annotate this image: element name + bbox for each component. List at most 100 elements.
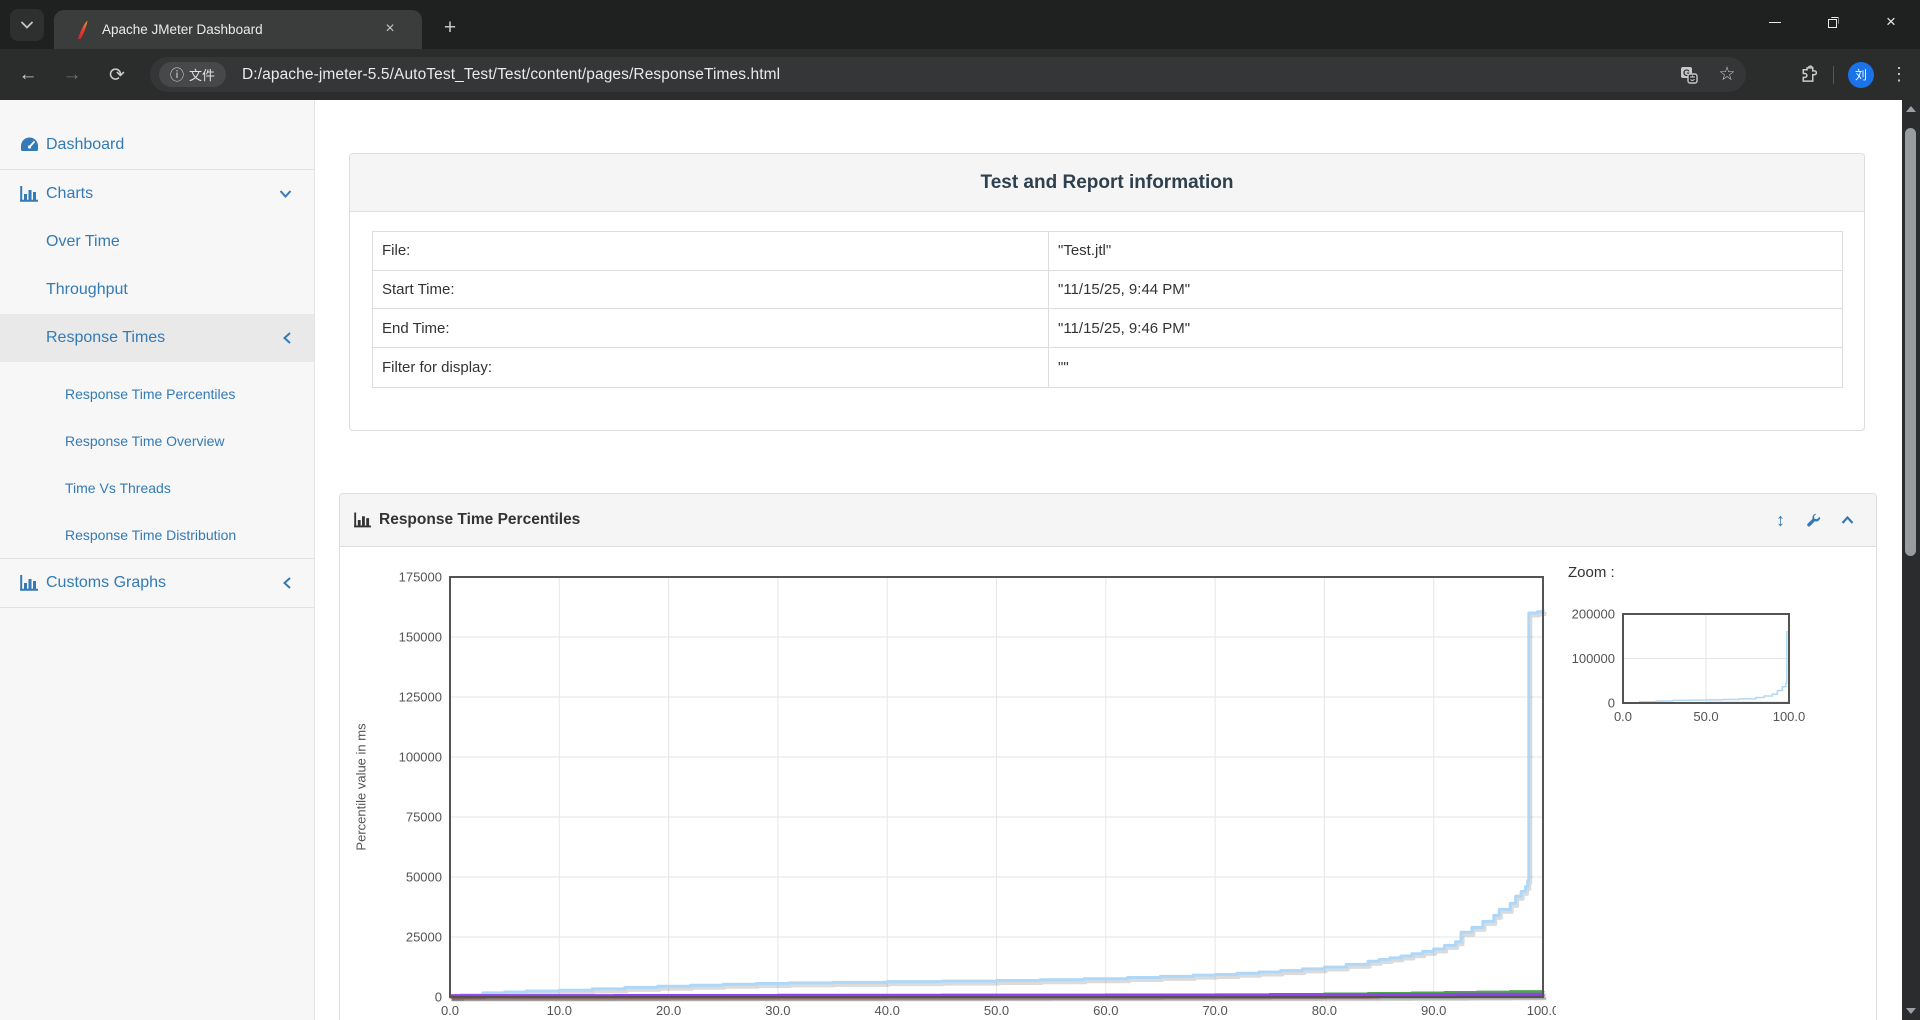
svg-text:100000: 100000 xyxy=(1572,651,1615,666)
address-bar[interactable]: ⓘ 文件 D:/apache-jmeter-5.5/AutoTest_Test/… xyxy=(150,57,1746,92)
extensions-puzzle-icon[interactable] xyxy=(1797,64,1819,86)
back-button[interactable]: ← xyxy=(18,64,38,85)
bar-chart-icon xyxy=(20,575,38,591)
tab-close-button[interactable]: × xyxy=(385,20,395,37)
sidebar-item-label: Response Time Percentiles xyxy=(65,385,236,402)
zoom-chart-svg[interactable]: 0 100000 200000 0.0 50.0 100.0 xyxy=(1543,606,1806,738)
table-row: Start Time: "11/15/25, 9:44 PM" xyxy=(373,270,1842,310)
scrollbar-thumb[interactable] xyxy=(1905,128,1916,556)
sidebar-divider xyxy=(0,558,314,559)
reload-button[interactable]: ⟳ xyxy=(109,64,125,86)
menu-kebab-icon[interactable]: ⋮ xyxy=(1890,64,1908,84)
svg-text:0: 0 xyxy=(435,990,442,1005)
restore-button[interactable] xyxy=(1804,0,1862,44)
sidebar-divider xyxy=(0,607,314,608)
tab-search-button[interactable] xyxy=(10,9,44,41)
window-controls: × xyxy=(1746,0,1920,49)
svg-text:0.0: 0.0 xyxy=(441,1003,459,1018)
sidebar-item-label: Response Time Overview xyxy=(65,432,225,449)
tab-title: Apache JMeter Dashboard xyxy=(102,22,263,37)
panel-title: Response Time Percentiles xyxy=(379,511,581,528)
sidebar-item-response-time-percentiles[interactable]: Response Time Percentiles xyxy=(0,370,314,417)
scroll-up-arrow[interactable] xyxy=(1906,106,1916,112)
zoom-overview-chart[interactable]: 0 100000 200000 0.0 50.0 100.0 xyxy=(1543,606,1806,738)
row-label: Filter for display: xyxy=(373,348,1049,387)
minimize-button[interactable] xyxy=(1746,0,1804,44)
row-value: "" xyxy=(1058,358,1069,376)
close-button[interactable]: × xyxy=(1886,12,1896,31)
new-tab-button[interactable]: + xyxy=(443,16,457,39)
jmeter-favicon xyxy=(78,20,88,39)
zoom-label: Zoom : xyxy=(1568,564,1615,581)
svg-text:100.0: 100.0 xyxy=(1773,709,1805,724)
collapse-panel-icon[interactable] xyxy=(1841,516,1854,525)
browser-tab[interactable]: Apache JMeter Dashboard × xyxy=(54,10,422,49)
svg-text:80.0: 80.0 xyxy=(1312,1003,1337,1018)
svg-text:10.0: 10.0 xyxy=(547,1003,572,1018)
sidebar-item-response-time-overview[interactable]: Response Time Overview xyxy=(0,417,314,464)
info-icon: ⓘ xyxy=(170,66,184,83)
svg-text:90.0: 90.0 xyxy=(1421,1003,1446,1018)
sidebar-item-label: Response Time Distribution xyxy=(65,526,237,543)
svg-text:0: 0 xyxy=(1608,696,1615,711)
page-scrollbar[interactable] xyxy=(1902,100,1920,1020)
row-label: End Time: xyxy=(373,309,1049,348)
svg-text:25000: 25000 xyxy=(406,930,442,945)
sidebar-item-label: Charts xyxy=(46,185,94,202)
restore-icon xyxy=(1827,16,1839,28)
row-value: "11/15/25, 9:44 PM" xyxy=(1058,281,1191,299)
svg-text:30.0: 30.0 xyxy=(765,1003,790,1018)
sidebar-item-response-times[interactable]: Response Times xyxy=(0,314,314,362)
svg-text:50000: 50000 xyxy=(406,870,442,885)
percentiles-chart-svg[interactable]: 0 25000 50000 75000 100000 125000 150000 175000… xyxy=(366,566,1560,1020)
toggle-axis-icon[interactable]: ↕ xyxy=(1776,510,1785,530)
url-text[interactable]: D:/apache-jmeter-5.5/AutoTest_Test/Test/… xyxy=(242,65,781,83)
row-value: "11/15/25, 9:46 PM" xyxy=(1058,319,1191,337)
svg-text:60.0: 60.0 xyxy=(1093,1003,1118,1018)
site-info-chip[interactable]: ⓘ 文件 xyxy=(159,62,227,87)
sidebar-item-label: Customs Graphs xyxy=(46,574,167,591)
minimize-icon xyxy=(1769,21,1781,23)
bookmark-star-icon[interactable]: ☆ xyxy=(1718,64,1736,85)
scroll-down-arrow[interactable] xyxy=(1906,1008,1916,1014)
sidebar-item-label: Time Vs Threads xyxy=(65,479,171,496)
sidebar-item-response-time-distribution[interactable]: Response Time Distribution xyxy=(0,511,314,558)
sidebar-item-charts[interactable]: Charts xyxy=(0,170,314,218)
svg-text:150000: 150000 xyxy=(399,630,442,645)
sidebar-nav: Dashboard Charts Over Time Throughput xyxy=(0,100,315,1020)
sidebar-item-dashboard[interactable]: Dashboard xyxy=(0,121,314,169)
svg-text:125000: 125000 xyxy=(399,690,442,705)
bar-chart-icon xyxy=(354,512,371,528)
test-info-panel-header: Test and Report information xyxy=(350,154,1864,212)
chevron-left-icon xyxy=(283,332,292,345)
page-title: Test and Report information xyxy=(980,171,1234,193)
sidebar-item-over-time[interactable]: Over Time xyxy=(0,218,314,266)
toolbar-separator xyxy=(1833,65,1834,84)
percentiles-chart[interactable]: 0 25000 50000 75000 100000 125000 150000 175000… xyxy=(366,566,1560,1020)
sidebar-item-label: Response Times xyxy=(46,329,166,346)
table-row: File: "Test.jtl" xyxy=(373,232,1842,271)
sidebar-item-throughput[interactable]: Throughput xyxy=(0,266,314,314)
bar-chart-icon xyxy=(20,186,38,202)
chevron-down-icon xyxy=(279,190,292,199)
svg-text:70.0: 70.0 xyxy=(1202,1003,1227,1018)
svg-text:50.0: 50.0 xyxy=(1693,709,1718,724)
sidebar-item-label: Throughput xyxy=(46,281,128,298)
test-info-table: File: "Test.jtl" Start Time: "11/15/25, … xyxy=(372,231,1843,388)
file-chip-label: 文件 xyxy=(189,68,216,83)
translate-icon[interactable]: G xyxy=(1678,64,1700,86)
svg-text:100000: 100000 xyxy=(399,750,442,765)
table-row: Filter for display: "" xyxy=(373,348,1842,387)
svg-text:100.0: 100.0 xyxy=(1527,1003,1556,1018)
forward-button[interactable]: → xyxy=(62,64,82,85)
profile-avatar[interactable]: 刘 xyxy=(1848,61,1874,88)
browser-toolbar: ← → ⟳ ⓘ 文件 D:/apache-jmeter-5.5/AutoTest… xyxy=(0,49,1920,100)
sidebar-item-label: Dashboard xyxy=(46,136,125,153)
sidebar-item-time-vs-threads[interactable]: Time Vs Threads xyxy=(0,464,314,511)
svg-text:40.0: 40.0 xyxy=(875,1003,900,1018)
sidebar-item-customs-graphs[interactable]: Customs Graphs xyxy=(0,559,314,607)
report-content: Test and Report information File: "Test.… xyxy=(315,100,1902,1020)
dashboard-gauge-icon xyxy=(20,137,39,154)
settings-wrench-icon[interactable] xyxy=(1805,513,1821,529)
